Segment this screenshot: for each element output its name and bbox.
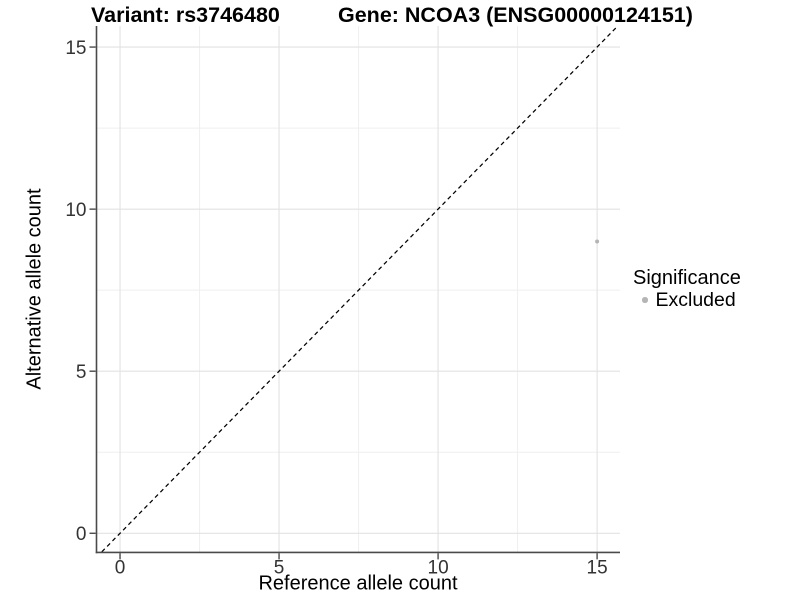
y-tick-label: 0	[76, 524, 87, 545]
x-tick-label: 15	[587, 558, 608, 579]
plot-title-gene: Gene: NCOA3 (ENSG00000124151)	[338, 3, 693, 27]
legend-entry-label: Excluded	[655, 288, 736, 311]
legend-entry: Excluded	[633, 288, 741, 311]
x-tick-label: 5	[274, 558, 285, 579]
identity-line	[100, 26, 619, 553]
legend-key-point-icon	[642, 297, 648, 303]
data-point	[595, 239, 600, 244]
x-tick-label: 10	[428, 558, 449, 579]
y-axis-title: Alternative allele count	[23, 188, 46, 390]
grid-minor	[96, 26, 620, 553]
y-tick-label: 5	[76, 362, 87, 383]
legend-title: Significance	[633, 267, 741, 289]
x-tick-label: 0	[115, 558, 126, 579]
axis-lines	[95, 26, 620, 554]
tick-marks	[89, 46, 598, 560]
data-points	[595, 239, 600, 244]
grid-major	[96, 26, 620, 553]
plot-title-variant: Variant: rs3746480	[91, 3, 280, 27]
x-axis-title: Reference allele count	[258, 572, 458, 595]
y-tick-label: 10	[65, 200, 86, 221]
legend: Significance Excluded	[633, 267, 741, 311]
y-tick-label: 15	[65, 38, 86, 59]
